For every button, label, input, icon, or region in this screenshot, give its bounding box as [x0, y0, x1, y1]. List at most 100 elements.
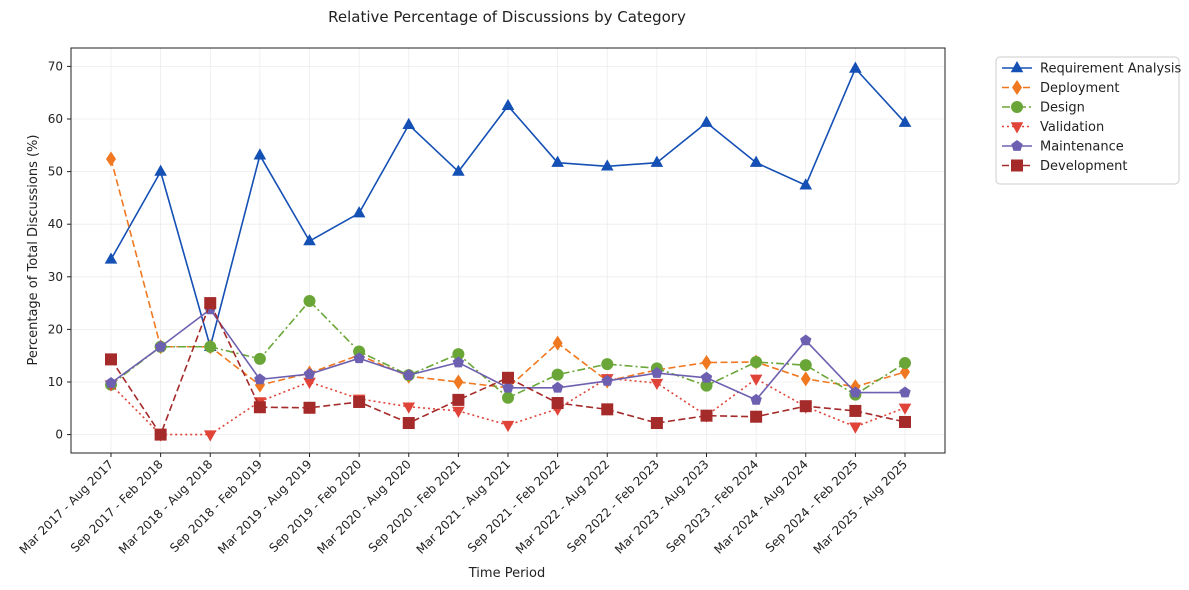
- y-tick-label: 0: [55, 428, 63, 442]
- data-point-maintenance: [154, 340, 167, 352]
- data-point-requirement-analysis: [849, 61, 862, 73]
- data-point-requirement-analysis: [253, 148, 267, 160]
- data-point-development: [700, 409, 713, 422]
- legend-label-development: Development: [1040, 159, 1128, 174]
- data-point-deployment: [701, 355, 712, 371]
- data-point-design: [551, 368, 564, 381]
- data-point-design: [700, 379, 713, 392]
- x-tick-label: Mar 2019 - Aug 2019: [215, 457, 315, 557]
- data-point-development: [750, 410, 763, 423]
- x-tick-label: Sep 2021 - Feb 2022: [465, 457, 563, 555]
- data-point-design: [899, 357, 911, 370]
- legend-entry-validation: Validation: [1002, 120, 1104, 135]
- data-point-design: [303, 294, 316, 307]
- data-point-maintenance: [601, 374, 613, 386]
- data-point-development: [849, 404, 862, 417]
- chart-title: Relative Percentage of Discussions by Ca…: [328, 8, 686, 26]
- data-point-design: [253, 352, 266, 365]
- data-point-maintenance: [651, 367, 663, 378]
- data-point-validation: [650, 378, 664, 391]
- y-tick-label: 60: [48, 112, 63, 126]
- legend-label-validation: Validation: [1040, 120, 1104, 135]
- data-point-design: [502, 391, 514, 404]
- y-tick-label: 10: [48, 375, 63, 389]
- legend-marker-design: [1011, 101, 1023, 113]
- data-point-maintenance: [899, 386, 911, 398]
- x-tick-label: Mar 2018 - Aug 2018: [116, 457, 216, 557]
- data-point-maintenance: [303, 368, 316, 379]
- x-tick-label: Mar 2020 - Aug 2020: [314, 457, 414, 557]
- x-tick-label: Mar 2022 - Aug 2022: [513, 457, 613, 557]
- legend-marker-maintenance: [1011, 140, 1023, 151]
- x-tick-label: Sep 2018 - Feb 2019: [167, 457, 265, 555]
- series-requirement-analysis: [104, 61, 912, 351]
- x-tick-label: Mar 2023 - Aug 2023: [612, 457, 712, 557]
- data-point-design: [452, 348, 465, 361]
- x-axis-title: Time Period: [468, 566, 545, 581]
- data-point-validation: [898, 403, 912, 415]
- data-point-validation: [452, 406, 465, 418]
- data-point-requirement-analysis: [600, 159, 614, 171]
- data-point-development: [204, 297, 217, 310]
- legend-label-design: Design: [1040, 101, 1085, 116]
- data-point-design: [799, 359, 812, 372]
- data-point-maintenance: [700, 371, 713, 383]
- data-point-requirement-analysis: [749, 155, 763, 167]
- legend-marker-requirement-analysis: [1010, 61, 1024, 73]
- data-point-validation: [849, 422, 862, 434]
- data-point-requirement-analysis: [898, 115, 912, 127]
- data-point-validation: [303, 377, 316, 389]
- data-point-maintenance: [403, 369, 415, 381]
- data-point-development: [601, 403, 614, 416]
- data-point-development: [253, 401, 266, 414]
- data-point-maintenance: [502, 381, 514, 393]
- data-point-maintenance: [849, 386, 862, 398]
- legend-label-maintenance: Maintenance: [1040, 140, 1124, 155]
- y-tick-label: 30: [48, 270, 63, 284]
- data-point-validation: [203, 430, 217, 442]
- series-line-development: [110, 302, 906, 436]
- data-point-validation: [749, 374, 763, 386]
- x-tick-label: Sep 2024 - Feb 2025: [763, 457, 861, 555]
- y-tick-label: 20: [48, 322, 63, 336]
- data-point-development: [551, 397, 564, 410]
- legend-entry-requirement-analysis: Requirement Analysis: [1002, 61, 1182, 77]
- y-axis-title: Percentage of Total Discussions (%): [26, 135, 41, 366]
- x-tick-label: Mar 2025 - Aug 2025: [811, 457, 911, 557]
- data-point-development: [799, 400, 812, 413]
- data-point-design: [204, 340, 217, 353]
- data-point-validation: [501, 420, 515, 433]
- data-point-requirement-analysis: [501, 98, 515, 111]
- data-point-maintenance: [551, 381, 564, 393]
- data-point-requirement-analysis: [402, 117, 416, 129]
- x-tick-label: Sep 2019 - Feb 2020: [266, 457, 364, 555]
- legend-entry-design: Design: [1002, 101, 1085, 116]
- data-point-maintenance: [254, 373, 266, 385]
- legend-box: [995, 56, 1180, 185]
- data-point-validation: [402, 402, 416, 414]
- x-tick-label: Sep 2023 - Feb 2024: [663, 457, 761, 555]
- data-point-requirement-analysis: [799, 178, 813, 190]
- x-tick-label: Mar 2017 - Aug 2017: [17, 457, 117, 557]
- data-point-deployment: [552, 335, 563, 351]
- data-point-development: [105, 353, 117, 366]
- data-point-requirement-analysis: [352, 206, 366, 218]
- x-tick-label: Sep 2017 - Feb 2018: [68, 457, 166, 555]
- data-point-design: [750, 356, 763, 369]
- data-point-maintenance: [800, 334, 812, 346]
- x-tick-label: Sep 2022 - Feb 2023: [564, 457, 662, 555]
- legend-marker-validation: [1010, 122, 1024, 134]
- y-tick-label: 50: [48, 165, 63, 179]
- data-point-deployment: [800, 371, 811, 387]
- data-point-requirement-analysis: [551, 155, 564, 167]
- data-point-requirement-analysis: [154, 164, 167, 176]
- data-point-maintenance: [750, 393, 762, 405]
- legend-label-deployment: Deployment: [1040, 81, 1120, 96]
- x-tick-label: Mar 2021 - Aug 2021: [414, 457, 514, 557]
- data-point-maintenance: [105, 377, 117, 388]
- data-point-maintenance: [353, 352, 365, 364]
- series: [104, 61, 912, 442]
- legend-entry-development: Development: [1002, 159, 1128, 174]
